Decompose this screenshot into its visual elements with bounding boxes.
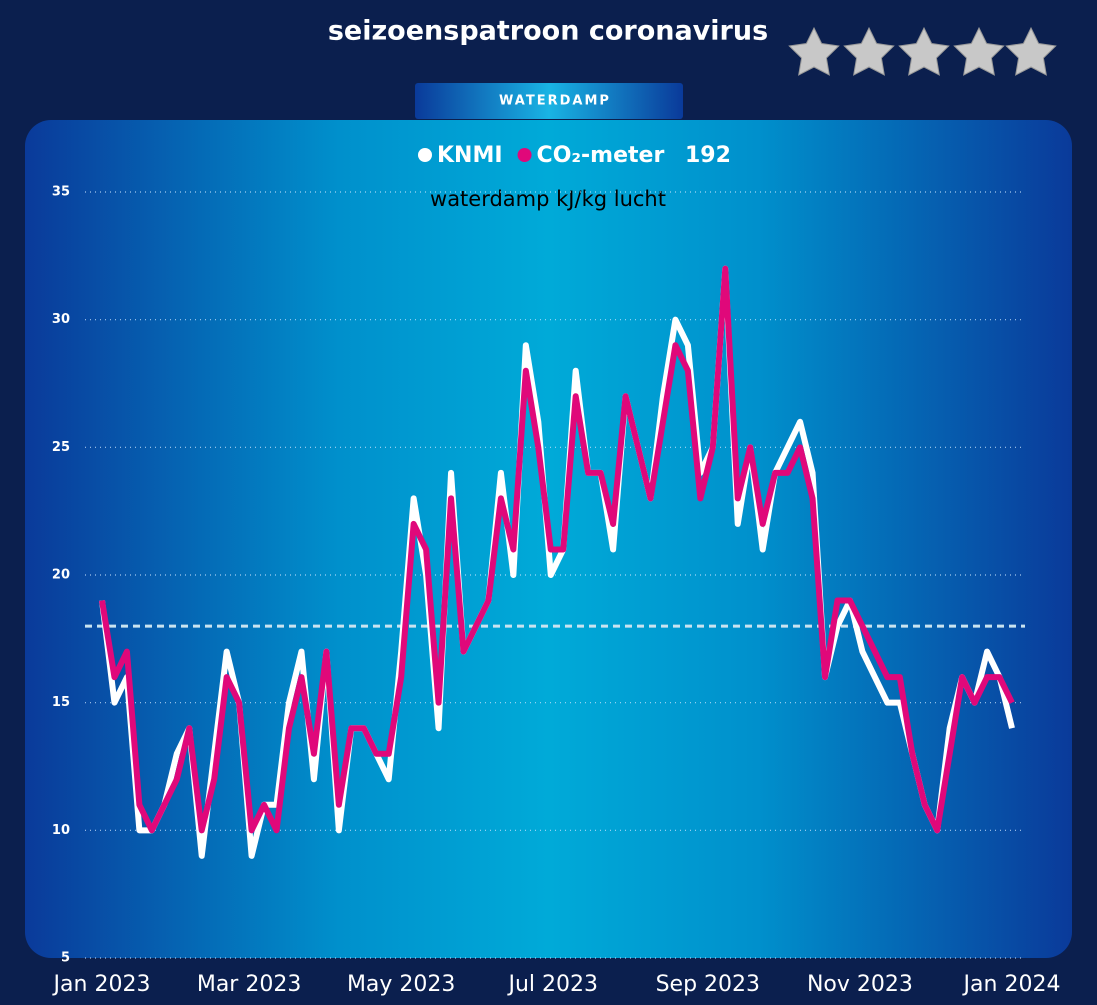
data-line (99, 265, 1015, 859)
star (1005, 26, 1057, 76)
y-tick-label: 5 (61, 951, 70, 966)
x-tick-label: Jul 2023 (506, 972, 598, 997)
y-tick-label: 15 (52, 695, 70, 710)
legend-label: KNMI (437, 143, 503, 168)
data-line (99, 265, 1015, 834)
y-tick-label: 20 (52, 568, 70, 583)
star (843, 26, 895, 76)
star (788, 26, 840, 76)
title: seizoenspatroon coronavirus (328, 16, 768, 47)
x-tick-label: Jan 2023 (52, 972, 151, 997)
star (898, 26, 950, 76)
x-tick-label: Jan 2024 (962, 972, 1061, 997)
y-tick-label: 25 (52, 440, 70, 455)
x-tick-label: Mar 2023 (197, 972, 302, 997)
star (953, 26, 1005, 76)
legend-annotation: 192 (685, 143, 731, 168)
legend-marker (418, 148, 432, 162)
subtitle: waterdamp kJ/kg lucht (430, 187, 666, 211)
tab-label[interactable]: WATERDAMP (499, 94, 611, 109)
y-tick-label: 30 (52, 312, 70, 327)
x-tick-label: Sep 2023 (656, 972, 760, 997)
tab[interactable] (415, 83, 683, 119)
stars (788, 26, 1057, 76)
x-tick-label: Nov 2023 (807, 972, 913, 997)
y-tick-label: 10 (52, 823, 70, 838)
legend-marker (517, 148, 532, 162)
y-tick-label: 35 (52, 185, 70, 200)
x-tick-label: May 2023 (347, 972, 455, 997)
legend-label: CO₂-meter (537, 143, 665, 168)
